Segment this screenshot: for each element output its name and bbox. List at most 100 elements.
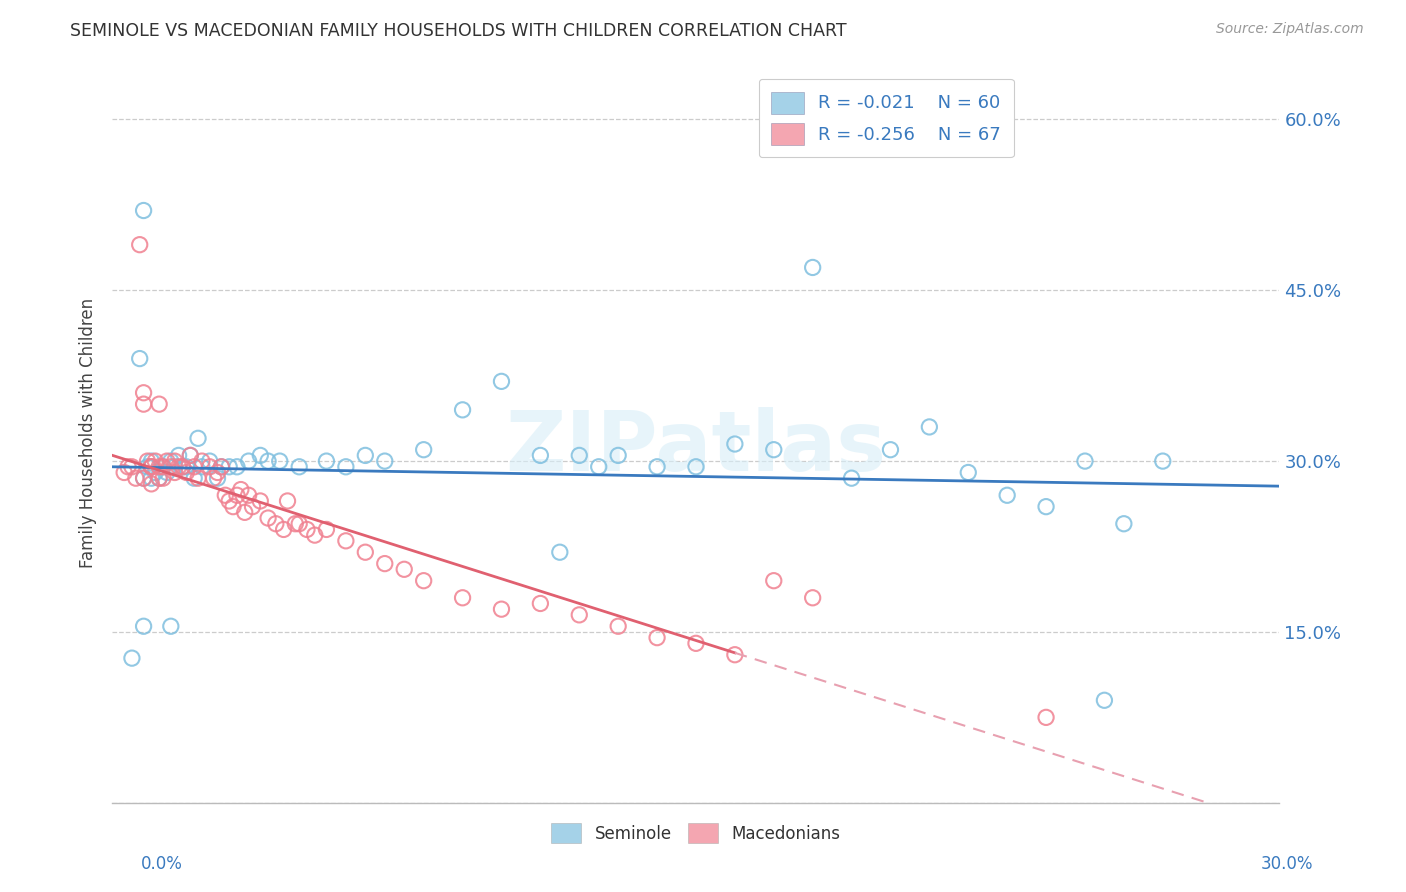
Point [374,454,396,468]
Point [685,459,707,474]
Point [374,557,396,571]
Point [335,459,357,474]
Point [645,459,668,474]
Point [132,619,155,633]
Point [288,459,311,474]
Point [209,459,232,474]
Point [491,375,513,389]
Point [141,459,163,474]
Point [762,574,785,588]
Point [172,459,194,474]
Point [141,459,163,474]
Point [191,459,214,474]
Point [568,449,591,463]
Point [112,466,135,480]
Point [132,385,155,400]
Point [412,442,434,457]
Point [257,454,280,468]
Point [132,471,155,485]
Point [128,351,150,366]
Point [354,545,377,559]
Point [152,459,174,474]
Point [141,471,163,485]
Point [207,466,229,480]
Point [143,454,166,468]
Point [183,459,205,474]
Point [229,483,252,497]
Point [335,533,357,548]
Point [295,523,318,537]
Point [179,449,201,463]
Point [121,459,143,474]
Point [995,488,1018,502]
Point [176,466,198,480]
Point [394,562,416,576]
Point [273,523,295,537]
Point [207,471,229,485]
Point [568,607,591,622]
Point [249,494,271,508]
Point [187,471,209,485]
Point [242,500,264,514]
Text: ZIPatlas: ZIPatlas [506,407,886,488]
Point [724,648,747,662]
Point [156,454,179,468]
Point [529,597,551,611]
Point [841,471,863,485]
Point [132,397,155,411]
Point [451,591,474,605]
Point [304,528,326,542]
Point [249,449,271,463]
Point [257,511,280,525]
Point [148,397,170,411]
Point [167,459,190,474]
Point [141,454,163,468]
Point [141,459,163,474]
Point [284,516,307,531]
Point [148,471,170,485]
Point [1112,516,1135,531]
Point [801,591,824,605]
Point [1035,710,1057,724]
Point [1094,693,1116,707]
Point [529,449,551,463]
Point [1035,500,1057,514]
Point [152,459,174,474]
Point [136,459,159,474]
Point [238,454,260,468]
Y-axis label: Family Households with Children: Family Households with Children [79,298,97,567]
Point [214,488,236,502]
Point [801,260,824,275]
Point [269,454,291,468]
Point [163,466,186,480]
Point [918,420,941,434]
Point [132,471,155,485]
Point [412,574,434,588]
Point [226,488,249,502]
Point [685,636,707,650]
Point [187,431,209,445]
Point [121,651,143,665]
Point [148,471,170,485]
Point [143,466,166,480]
Point [202,471,225,485]
Point [160,454,183,468]
Point [548,545,571,559]
Point [645,631,668,645]
Point [1074,454,1097,468]
Point [315,454,337,468]
Point [117,459,139,474]
Point [233,505,256,519]
Point [222,500,245,514]
Point [218,494,240,508]
Point [264,516,287,531]
Point [128,237,150,252]
Point [491,602,513,616]
Point [148,459,170,474]
Point [141,476,163,491]
Point [160,619,183,633]
Point [183,471,205,485]
Legend: Seminole, Macedonians: Seminole, Macedonians [544,816,848,850]
Text: SEMINOLE VS MACEDONIAN FAMILY HOUSEHOLDS WITH CHILDREN CORRELATION CHART: SEMINOLE VS MACEDONIAN FAMILY HOUSEHOLDS… [70,22,846,40]
Point [167,449,190,463]
